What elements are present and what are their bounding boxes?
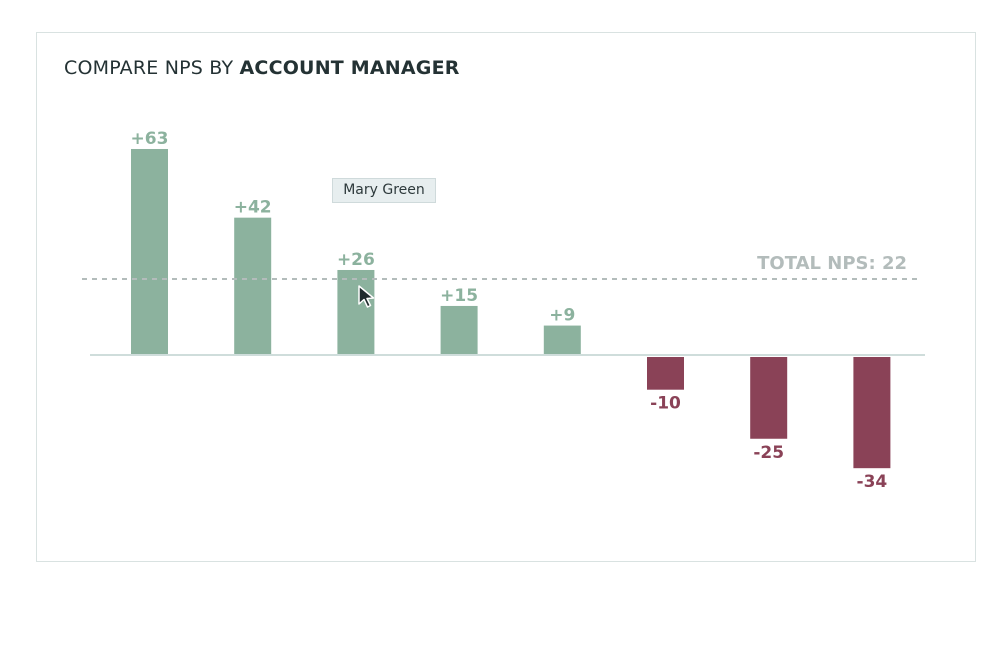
bar[interactable] — [647, 357, 684, 390]
chart-title-prefix: COMPARE NPS BY — [64, 57, 240, 79]
bars-layer — [131, 148, 891, 469]
bar[interactable] — [131, 148, 168, 355]
bar-value-label: -34 — [857, 472, 888, 492]
bar-value-label: -10 — [650, 394, 681, 414]
bar-tooltip: Mary Green — [332, 178, 436, 203]
mouse-pointer-icon — [358, 285, 375, 308]
bar-value-label: +63 — [131, 129, 169, 149]
bar-value-label: -25 — [753, 443, 784, 463]
bar[interactable] — [440, 305, 478, 355]
chart-title-emphasis: ACCOUNT MANAGER — [239, 57, 460, 79]
bar-value-label: +15 — [440, 286, 478, 306]
chart-title: COMPARE NPS BY ACCOUNT MANAGER — [64, 57, 460, 79]
bar[interactable] — [853, 357, 891, 469]
total-nps-label: TOTAL NPS: 22 — [757, 253, 907, 274]
bar[interactable] — [543, 325, 581, 355]
data-labels-layer: +63 +42 +26 +15 +9 -10 -25 -34 — [131, 129, 888, 492]
bar[interactable] — [337, 269, 375, 355]
bar[interactable] — [750, 357, 788, 439]
chart-card — [36, 32, 976, 562]
bar-value-label: +26 — [337, 250, 375, 270]
bar-value-label: +9 — [549, 306, 575, 326]
bar-value-label: +42 — [234, 198, 272, 218]
bar[interactable] — [234, 217, 272, 355]
